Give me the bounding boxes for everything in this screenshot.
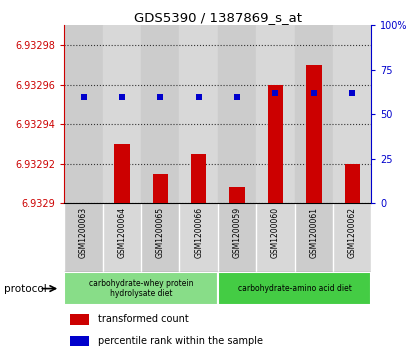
FancyBboxPatch shape <box>218 272 371 305</box>
Text: GDS5390 / 1387869_s_at: GDS5390 / 1387869_s_at <box>134 11 302 24</box>
Text: percentile rank within the sample: percentile rank within the sample <box>98 336 263 346</box>
Text: carbohydrate-amino acid diet: carbohydrate-amino acid diet <box>238 284 352 293</box>
Bar <box>64 203 103 272</box>
Bar <box>103 25 141 203</box>
Text: GSM1200063: GSM1200063 <box>79 207 88 258</box>
Bar <box>71 314 89 325</box>
Bar <box>114 144 129 203</box>
Bar <box>333 203 371 272</box>
Bar <box>333 25 371 203</box>
Bar <box>64 25 103 203</box>
Bar <box>268 85 283 203</box>
Text: carbohydrate-whey protein
hydrolysate diet: carbohydrate-whey protein hydrolysate di… <box>89 279 193 298</box>
Bar <box>256 203 295 272</box>
Text: GSM1200064: GSM1200064 <box>117 207 127 258</box>
Bar <box>295 203 333 272</box>
FancyBboxPatch shape <box>64 272 218 305</box>
Bar <box>103 203 141 272</box>
Text: GSM1200060: GSM1200060 <box>271 207 280 258</box>
Text: transformed count: transformed count <box>98 314 189 325</box>
Text: GSM1200061: GSM1200061 <box>309 207 318 258</box>
Bar <box>180 25 218 203</box>
Bar <box>141 25 180 203</box>
Bar <box>218 203 256 272</box>
Text: GSM1200065: GSM1200065 <box>156 207 165 258</box>
Text: GSM1200059: GSM1200059 <box>232 207 242 258</box>
Bar <box>218 25 256 203</box>
Bar <box>191 154 206 203</box>
Text: protocol: protocol <box>4 284 47 294</box>
Text: GSM1200062: GSM1200062 <box>348 207 357 258</box>
Bar <box>344 164 360 203</box>
Bar <box>306 65 322 203</box>
Bar <box>256 25 295 203</box>
Text: GSM1200066: GSM1200066 <box>194 207 203 258</box>
Bar <box>71 335 89 346</box>
Bar <box>153 174 168 203</box>
Bar <box>229 187 245 203</box>
Bar <box>295 25 333 203</box>
Bar <box>141 203 180 272</box>
Bar <box>180 203 218 272</box>
